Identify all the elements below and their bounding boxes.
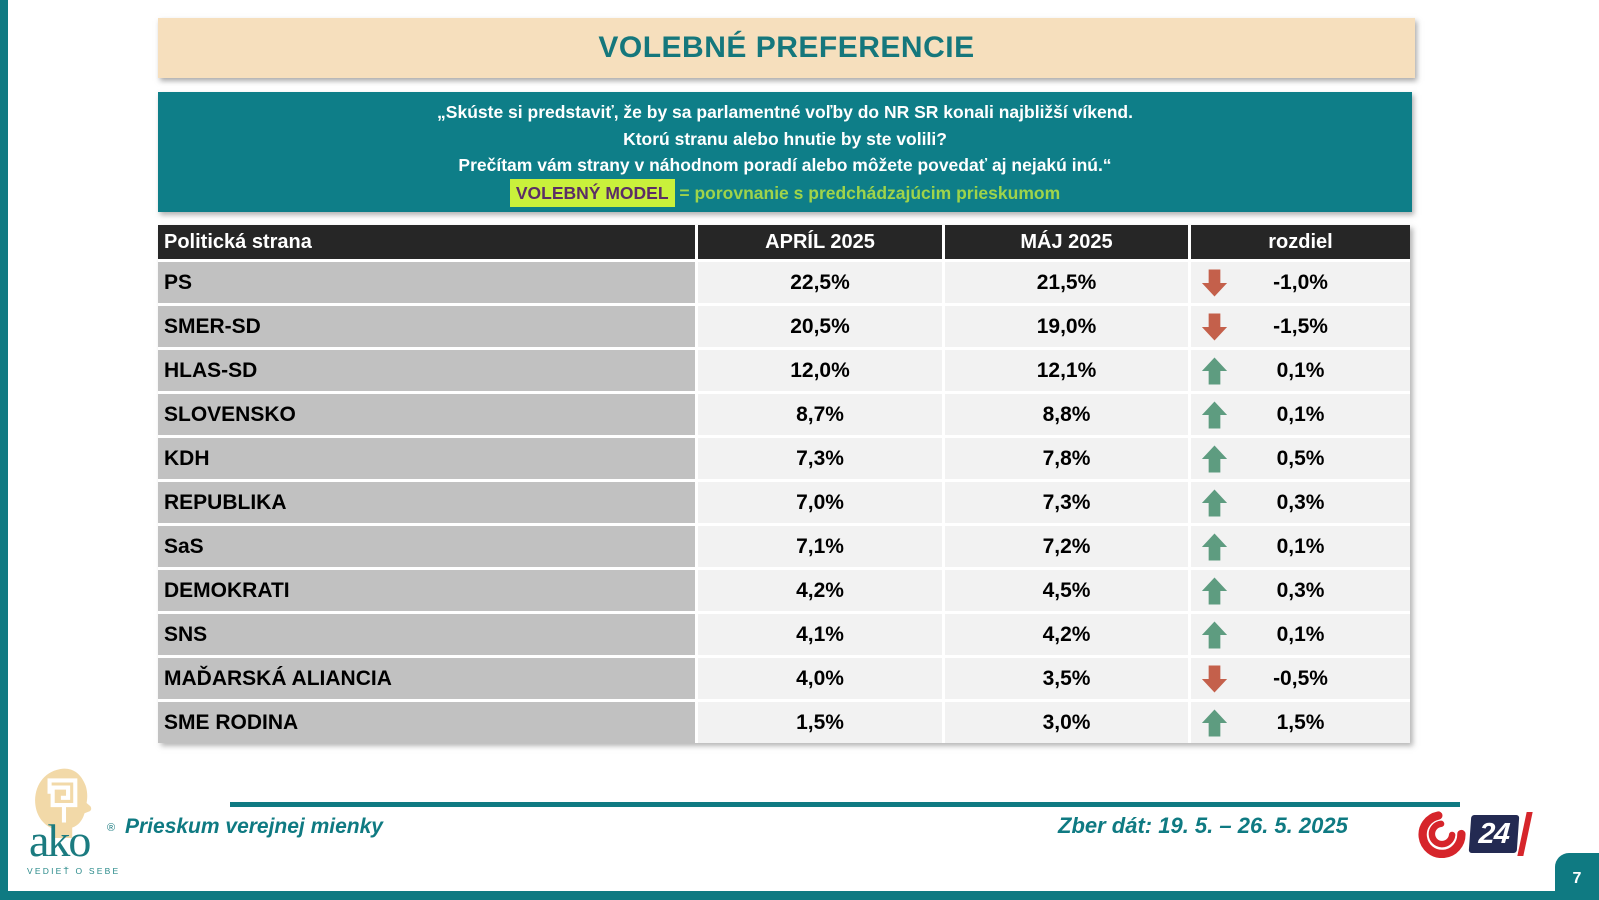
model-highlight-label: VOLEBNÝ MODEL bbox=[509, 178, 675, 207]
up-arrow-icon bbox=[1201, 532, 1228, 561]
rozdiel-cell: -1,5% bbox=[1191, 306, 1410, 347]
rozdiel-value: 0,3% bbox=[1276, 578, 1325, 602]
party-name-cell: SLOVENSKO bbox=[158, 394, 695, 435]
rozdiel-cell: 0,1% bbox=[1191, 526, 1410, 567]
ako-logo: ako ® VEDIEŤ O SEBE bbox=[15, 762, 125, 882]
ako-wordmark: ako bbox=[29, 815, 91, 866]
page-title: VOLEBNÉ PREFERENCIE bbox=[598, 31, 975, 64]
up-arrow-icon bbox=[1201, 356, 1228, 385]
rozdiel-value: 0,3% bbox=[1276, 490, 1325, 514]
party-name-cell: PS bbox=[158, 262, 695, 303]
april-value-cell: 1,5% bbox=[698, 702, 942, 743]
column-header-party: Politická strana bbox=[158, 225, 695, 259]
party-name-cell: HLAS-SD bbox=[158, 350, 695, 391]
april-value-cell: 7,3% bbox=[698, 438, 942, 479]
up-arrow-icon bbox=[1201, 576, 1228, 605]
rozdiel-cell: 0,1% bbox=[1191, 350, 1410, 391]
rozdiel-value: 0,1% bbox=[1276, 622, 1325, 646]
party-name-cell: SMER-SD bbox=[158, 306, 695, 347]
rozdiel-value: -1,0% bbox=[1273, 270, 1328, 294]
up-arrow-icon bbox=[1201, 620, 1228, 649]
ako-tagline: VEDIEŤ O SEBE bbox=[27, 866, 121, 876]
page-number: 7 bbox=[1572, 869, 1582, 887]
down-arrow-icon bbox=[1201, 268, 1228, 297]
rozdiel-cell: 0,1% bbox=[1191, 614, 1410, 655]
rozdiel-value: 1,5% bbox=[1276, 710, 1325, 734]
rozdiel-cell: -0,5% bbox=[1191, 658, 1410, 699]
question-line-2: Ktorú stranu alebo hnutie by ste volili? bbox=[623, 128, 947, 149]
rozdiel-value: 0,1% bbox=[1276, 402, 1325, 426]
april-value-cell: 7,0% bbox=[698, 482, 942, 523]
rozdiel-cell: 0,3% bbox=[1191, 482, 1410, 523]
april-value-cell: 7,1% bbox=[698, 526, 942, 567]
april-value-cell: 4,0% bbox=[698, 658, 942, 699]
up-arrow-icon bbox=[1201, 488, 1228, 517]
rozdiel-cell: 1,5% bbox=[1191, 702, 1410, 743]
model-line: VOLEBNÝ MODEL = porovnanie s predchádzaj… bbox=[158, 178, 1412, 207]
maj-value-cell: 12,1% bbox=[945, 350, 1188, 391]
april-value-cell: 22,5% bbox=[698, 262, 942, 303]
rozdiel-value: 0,1% bbox=[1276, 534, 1325, 558]
column-header-maj: MÁJ 2025 bbox=[945, 225, 1188, 259]
model-note: = porovnanie s predchádzajúcim prieskumo… bbox=[679, 182, 1061, 203]
april-value-cell: 4,1% bbox=[698, 614, 942, 655]
question-box: „Skúste si predstaviť, že by sa parlamen… bbox=[158, 92, 1412, 212]
maj-value-cell: 7,3% bbox=[945, 482, 1188, 523]
maj-value-cell: 7,2% bbox=[945, 526, 1188, 567]
rozdiel-value: -0,5% bbox=[1273, 666, 1328, 690]
rozdiel-cell: 0,3% bbox=[1191, 570, 1410, 611]
left-accent-bar bbox=[0, 0, 8, 900]
april-value-cell: 12,0% bbox=[698, 350, 942, 391]
maj-value-cell: 8,8% bbox=[945, 394, 1188, 435]
question-line-1: „Skúste si predstaviť, že by sa parlamen… bbox=[437, 102, 1133, 122]
up-arrow-icon bbox=[1201, 444, 1228, 473]
maj-value-cell: 3,5% bbox=[945, 658, 1188, 699]
footer-divider-line bbox=[230, 802, 1460, 807]
party-name-cell: KDH bbox=[158, 438, 695, 479]
april-value-cell: 4,2% bbox=[698, 570, 942, 611]
party-name-cell: DEMOKRATI bbox=[158, 570, 695, 611]
up-arrow-icon bbox=[1201, 400, 1228, 429]
footer-collection-dates: Zber dát: 19. 5. – 26. 5. 2025 bbox=[1058, 813, 1348, 838]
joj24-badge-text: 24 bbox=[1477, 817, 1511, 850]
column-header-april: APRÍL 2025 bbox=[698, 225, 942, 259]
registered-mark: ® bbox=[107, 822, 116, 834]
rozdiel-cell: -1,0% bbox=[1191, 262, 1410, 303]
head-silhouette-icon bbox=[35, 768, 92, 838]
party-name-cell: SaS bbox=[158, 526, 695, 567]
preferences-table: Politická strana APRÍL 2025 MÁJ 2025 roz… bbox=[158, 225, 1410, 743]
rozdiel-value: 0,5% bbox=[1276, 446, 1325, 470]
rozdiel-value: 0,1% bbox=[1276, 358, 1325, 382]
column-header-rozdiel: rozdiel bbox=[1191, 225, 1410, 259]
april-value-cell: 8,7% bbox=[698, 394, 942, 435]
down-arrow-icon bbox=[1201, 664, 1228, 693]
rozdiel-cell: 0,1% bbox=[1191, 394, 1410, 435]
joj24-badge: 24 bbox=[1468, 815, 1520, 853]
rozdiel-cell: 0,5% bbox=[1191, 438, 1410, 479]
down-arrow-icon bbox=[1201, 312, 1228, 341]
maj-value-cell: 19,0% bbox=[945, 306, 1188, 347]
page-number-tab: 7 bbox=[1555, 853, 1599, 900]
maj-value-cell: 21,5% bbox=[945, 262, 1188, 303]
question-line-3: Prečítam vám strany v náhodnom poradí al… bbox=[458, 155, 1112, 175]
title-banner: VOLEBNÉ PREFERENCIE bbox=[158, 18, 1415, 78]
party-name-cell: SNS bbox=[158, 614, 695, 655]
joj-swirl-icon bbox=[1418, 811, 1466, 858]
maj-value-cell: 3,0% bbox=[945, 702, 1188, 743]
maj-value-cell: 4,2% bbox=[945, 614, 1188, 655]
party-name-cell: SME RODINA bbox=[158, 702, 695, 743]
maj-value-cell: 4,5% bbox=[945, 570, 1188, 611]
joj24-logo: 24 bbox=[1418, 810, 1533, 858]
april-value-cell: 20,5% bbox=[698, 306, 942, 347]
rozdiel-value: -1,5% bbox=[1273, 314, 1328, 338]
joj24-slash bbox=[1517, 812, 1533, 856]
maj-value-cell: 7,8% bbox=[945, 438, 1188, 479]
up-arrow-icon bbox=[1201, 708, 1228, 737]
footer-left-caption: Prieskum verejnej mienky bbox=[125, 815, 383, 838]
party-name-cell: REPUBLIKA bbox=[158, 482, 695, 523]
bottom-accent-bar bbox=[0, 891, 1599, 900]
party-name-cell: MAĎARSKÁ ALIANCIA bbox=[158, 658, 695, 699]
